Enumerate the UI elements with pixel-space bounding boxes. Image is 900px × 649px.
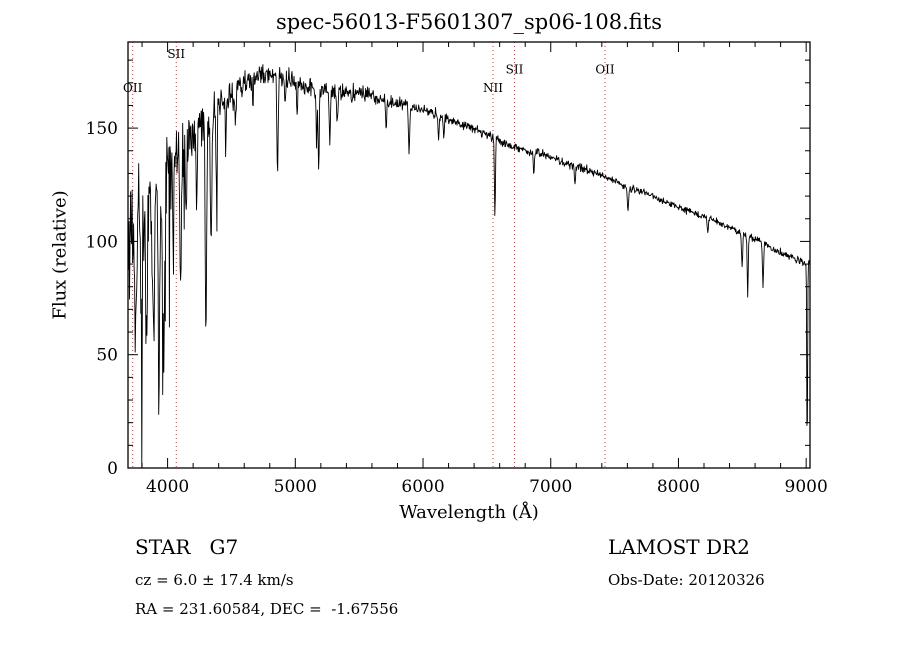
x-axis-label: Wavelength (Å) xyxy=(399,502,539,523)
y-axis-label: Flux (relative) xyxy=(49,190,71,320)
y-tick-label: 100 xyxy=(86,232,118,252)
x-tick-label: 7000 xyxy=(529,477,572,497)
marker-line-label: SII xyxy=(506,63,524,77)
coordinates-label: RA = 231.60584, DEC = -1.67556 xyxy=(135,600,399,618)
marker-line-label: OII xyxy=(595,63,615,77)
x-tick-label: 4000 xyxy=(146,477,189,497)
object-class-label: STAR G7 xyxy=(135,535,239,559)
chart-title: spec-56013-F5601307_sp06-108.fits xyxy=(275,10,663,34)
survey-label: LAMOST DR2 xyxy=(608,535,750,559)
y-tick-label: 50 xyxy=(96,346,118,366)
spectrum-line xyxy=(127,64,811,468)
y-tick-label: 0 xyxy=(107,459,118,479)
marker-line-label: SII xyxy=(167,47,185,61)
marker-line-label: NII xyxy=(483,81,503,95)
redshift-velocity-label: cz = 6.0 ± 17.4 km/s xyxy=(135,571,294,589)
x-tick-label: 6000 xyxy=(401,477,444,497)
x-tick-label: 5000 xyxy=(274,477,317,497)
obs-date-label: Obs-Date: 20120326 xyxy=(608,571,765,589)
plot-frame xyxy=(127,41,811,469)
x-tick-label: 9000 xyxy=(785,477,828,497)
x-tick-label: 8000 xyxy=(657,477,700,497)
y-tick-label: 150 xyxy=(86,119,118,139)
